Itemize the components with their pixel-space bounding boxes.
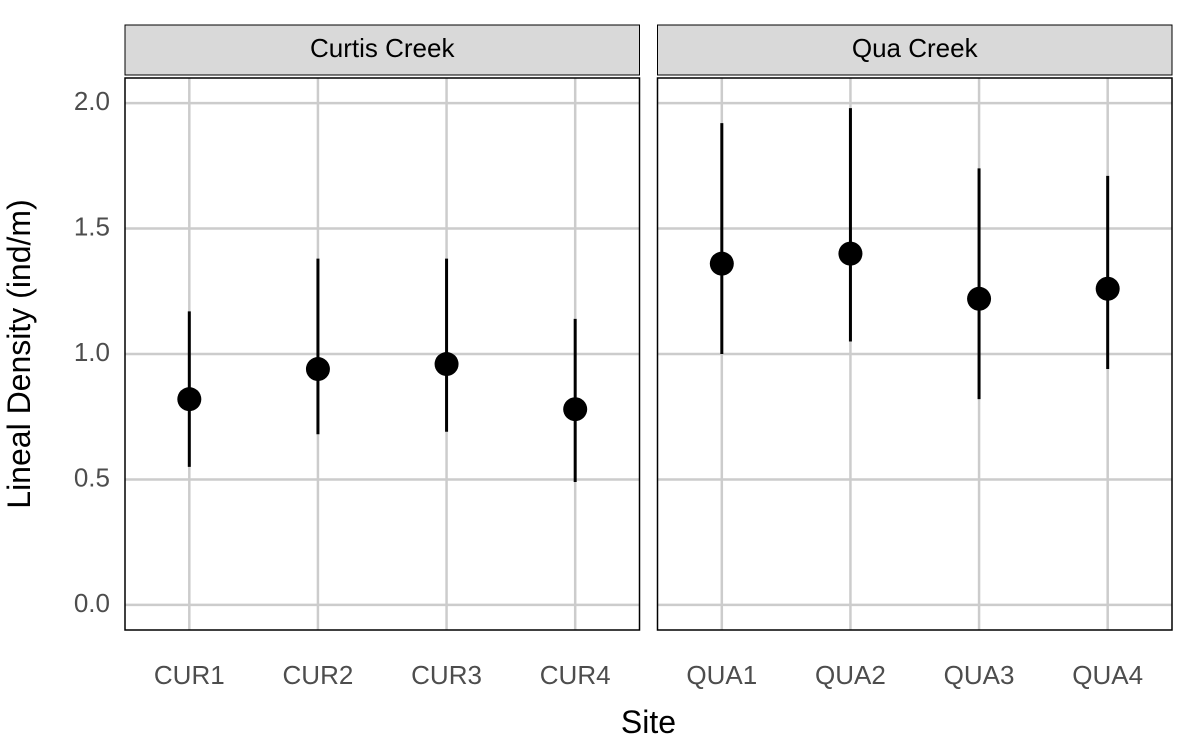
svg-text:CUR3: CUR3 [411,660,482,690]
svg-text:CUR2: CUR2 [283,660,354,690]
svg-text:CUR4: CUR4 [540,660,611,690]
svg-text:Lineal Density (ind/m): Lineal Density (ind/m) [1,199,37,508]
density-chart: Lineal Density (ind/m) 0.0 0.5 1.0 1.5 2.0 Cur… [0,0,1199,749]
svg-text:QUA3: QUA3 [944,660,1015,690]
svg-text:Site: Site [621,704,676,740]
svg-text:Qua Creek: Qua Creek [852,33,979,63]
svg-text:0.5: 0.5 [74,462,110,492]
svg-text:0.0: 0.0 [74,588,110,618]
svg-text:CUR1: CUR1 [154,660,225,690]
svg-text:QUA1: QUA1 [686,660,757,690]
chart-svg: Lineal Density (ind/m) 0.0 0.5 1.0 1.5 2.0 Cur… [0,0,1199,749]
svg-text:QUA2: QUA2 [815,660,886,690]
svg-text:1.5: 1.5 [74,211,110,241]
svg-text:Curtis Creek: Curtis Creek [310,33,455,63]
svg-text:1.0: 1.0 [74,337,110,367]
svg-text:2.0: 2.0 [74,86,110,116]
svg-text:QUA4: QUA4 [1072,660,1143,690]
